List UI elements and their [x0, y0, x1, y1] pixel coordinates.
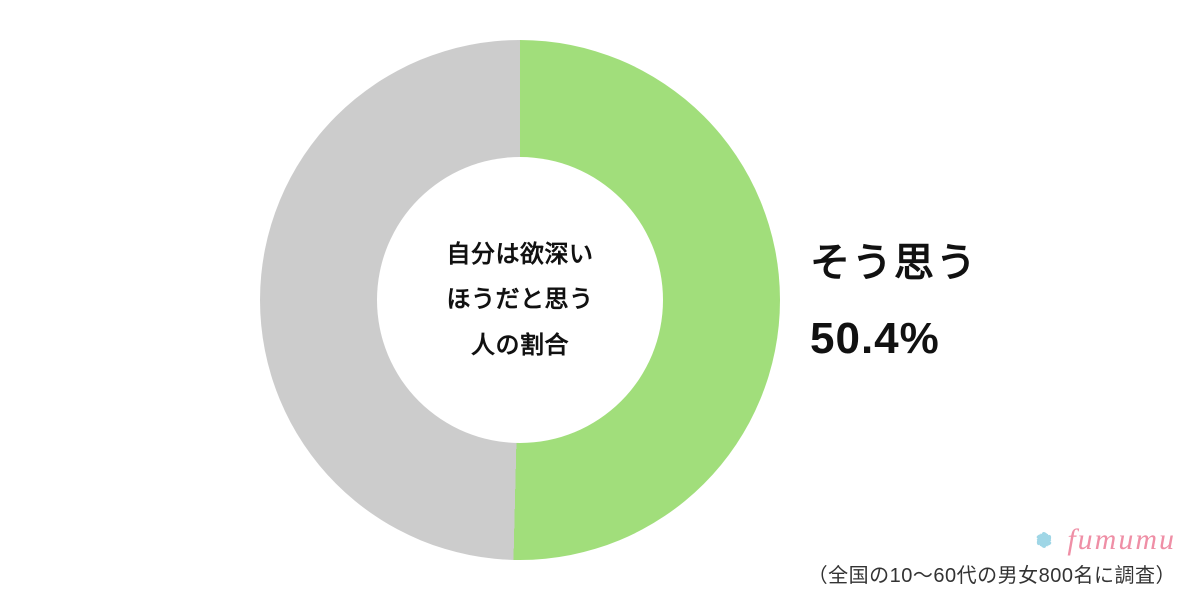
center-line-2: ほうだと思う [447, 277, 594, 323]
brand-flower-icon [1027, 523, 1061, 557]
callout-label: そう思う [810, 230, 978, 288]
chart-callout: そう思う 50.4% [810, 230, 978, 364]
donut-chart: 自分は欲深い ほうだと思う 人の割合 [260, 40, 780, 560]
center-line-3: 人の割合 [447, 323, 594, 369]
brand: fumumu [808, 523, 1176, 557]
footer: fumumu （全国の10〜60代の男女800名に調査） [808, 523, 1176, 588]
donut-center-label: 自分は欲深い ほうだと思う 人の割合 [447, 232, 594, 369]
attribution-text: （全国の10〜60代の男女800名に調査） [808, 559, 1176, 588]
brand-name: fumumu [1067, 523, 1176, 557]
donut-hole: 自分は欲深い ほうだと思う 人の割合 [377, 157, 663, 443]
callout-value: 50.4% [810, 314, 978, 364]
center-line-1: 自分は欲深い [447, 232, 594, 278]
